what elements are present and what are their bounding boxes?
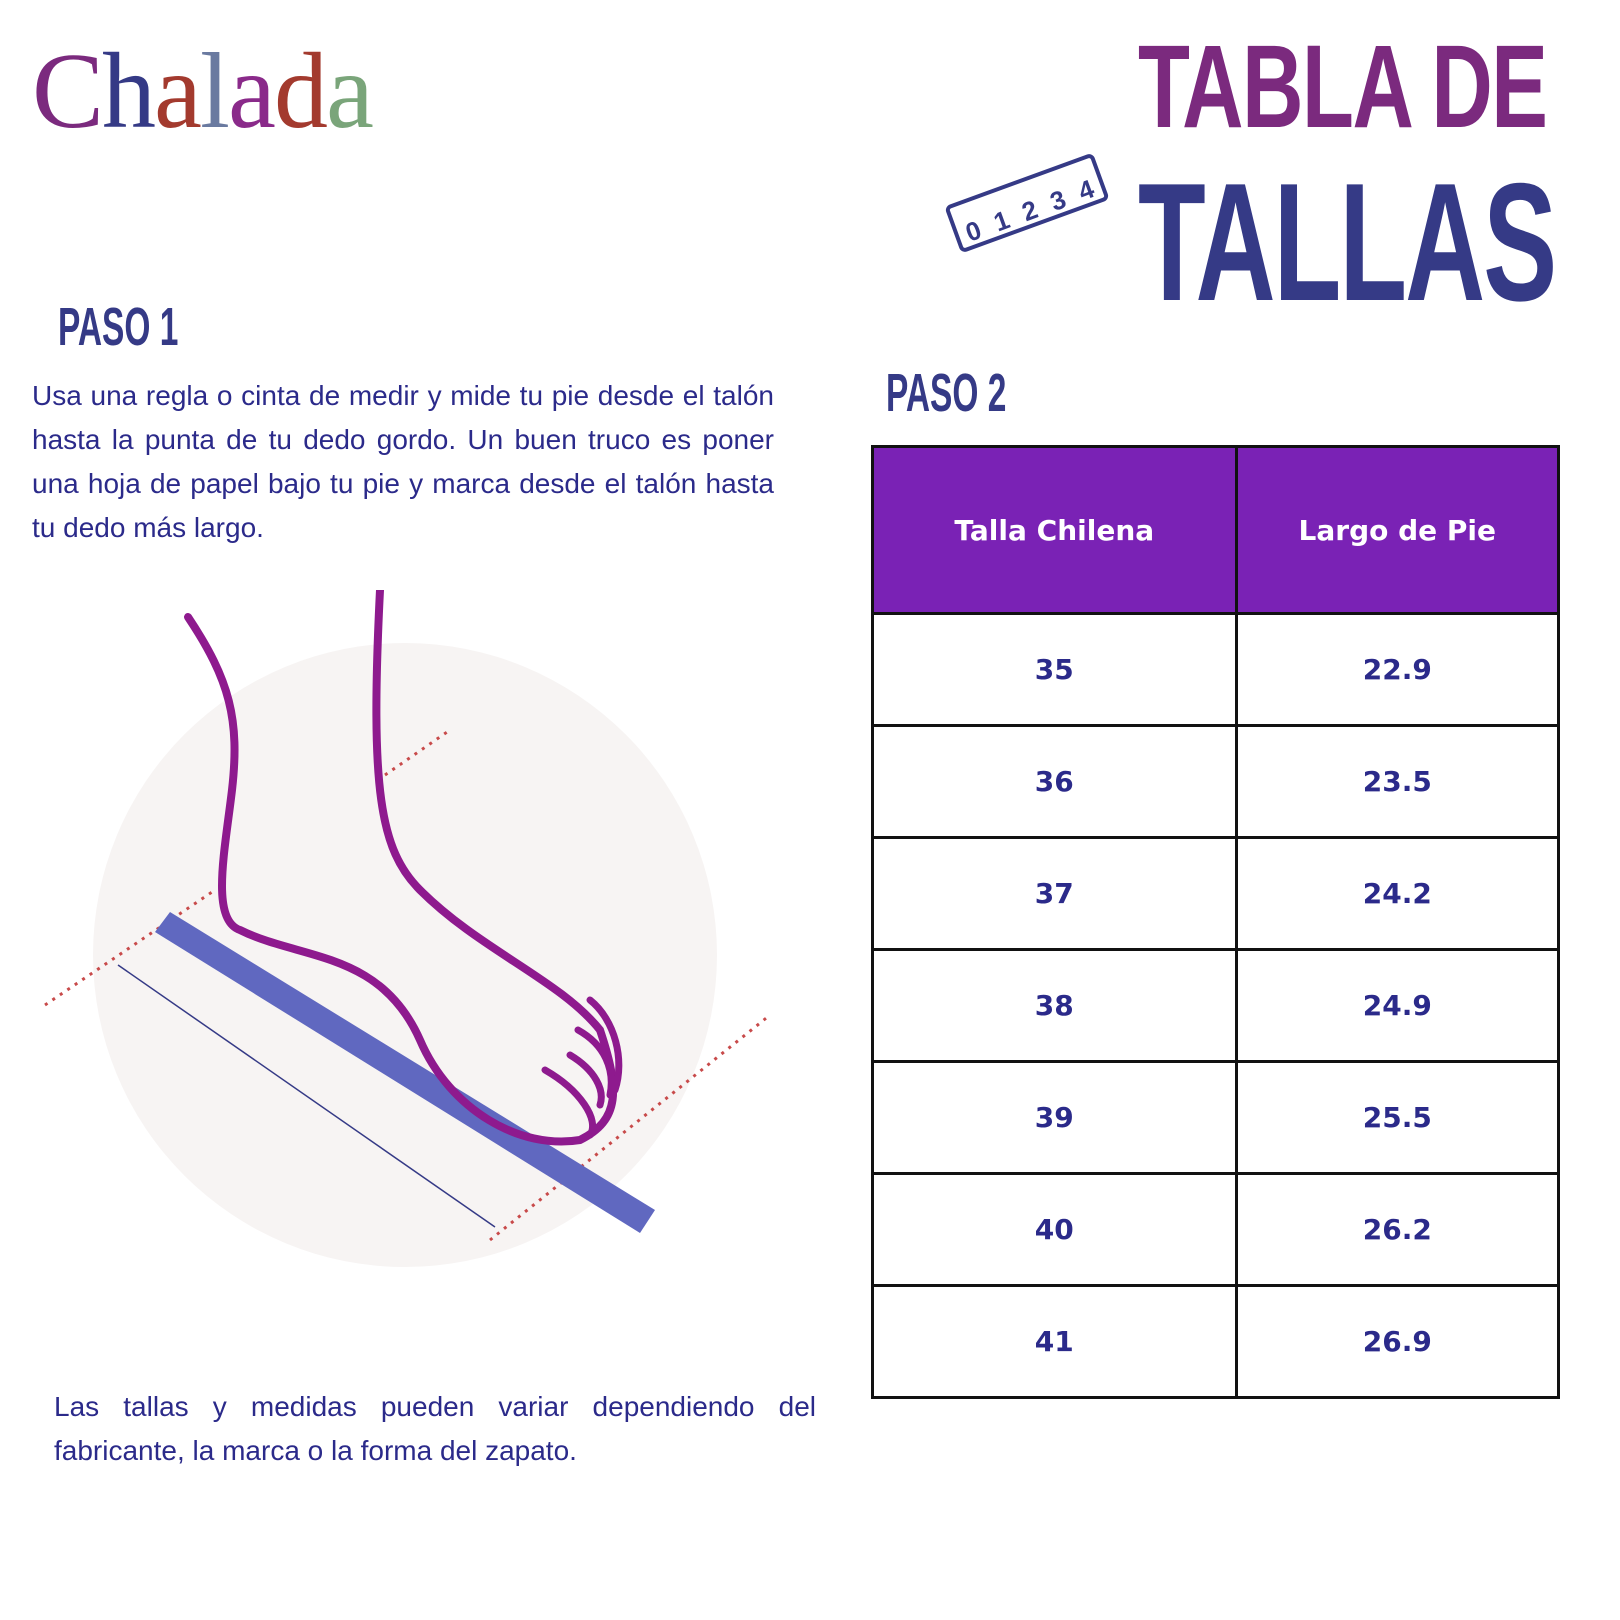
size-cell: 39 xyxy=(871,1060,1238,1175)
foot-length-cell: 26.2 xyxy=(1234,1172,1561,1287)
size-cell: 38 xyxy=(871,948,1238,1063)
ruler-mark: 1 xyxy=(989,204,1014,238)
logo-letter: a xyxy=(325,32,374,151)
table-row: 41 26.9 xyxy=(871,1284,1561,1399)
logo-letter: d xyxy=(273,32,328,151)
size-cell: 36 xyxy=(871,724,1238,839)
table-row: 40 26.2 xyxy=(871,1172,1561,1287)
size-cell: 41 xyxy=(871,1284,1238,1399)
logo-letter: a xyxy=(228,32,276,151)
ruler-mark: 0 xyxy=(961,214,986,248)
logo-letter: C xyxy=(32,32,104,151)
logo-letter: l xyxy=(199,32,230,151)
logo-letter: h xyxy=(102,32,156,151)
table-row: 35 22.9 xyxy=(871,612,1561,727)
foot-length-cell: 24.9 xyxy=(1234,948,1561,1063)
size-cell: 40 xyxy=(871,1172,1238,1287)
ruler-mark: 4 xyxy=(1074,173,1099,207)
step1-heading: PASO 1 xyxy=(58,297,179,357)
foot-length-cell: 24.2 xyxy=(1234,836,1561,951)
step1-text: Usa una regla o cinta de medir y mide tu… xyxy=(32,380,774,543)
chalada-logo: Chalada xyxy=(32,30,374,154)
foot-length-cell: 22.9 xyxy=(1234,612,1561,727)
table-row: 36 23.5 xyxy=(871,724,1561,839)
table-row: 38 24.9 xyxy=(871,948,1561,1063)
table-row: 39 25.5 xyxy=(871,1060,1561,1175)
ruler-mark: 3 xyxy=(1045,183,1070,217)
table-row: 37 24.2 xyxy=(871,836,1561,951)
ruler-mark: 2 xyxy=(1017,193,1042,228)
step2-heading: PASO 2 xyxy=(886,363,1007,423)
foot-length-cell: 26.9 xyxy=(1234,1284,1561,1399)
size-table: Talla Chilena Largo de Pie 35 22.9 36 23.5 3… xyxy=(871,445,1561,1399)
disclaimer-text: Las tallas y medidas pueden variar depen… xyxy=(54,1391,816,1466)
header-talla: Talla Chilena xyxy=(871,445,1238,615)
header-largo: Largo de Pie xyxy=(1234,445,1561,615)
foot-measuring-illustration xyxy=(44,590,771,1267)
logo-letter: a xyxy=(154,32,202,151)
size-cell: 35 xyxy=(871,612,1238,727)
size-cell: 37 xyxy=(871,836,1238,951)
title-line1: TABLA DE xyxy=(1138,21,1548,153)
title-line2: TALLAS xyxy=(1138,148,1557,336)
foot-length-cell: 25.5 xyxy=(1234,1060,1561,1175)
foot-length-cell: 23.5 xyxy=(1234,724,1561,839)
